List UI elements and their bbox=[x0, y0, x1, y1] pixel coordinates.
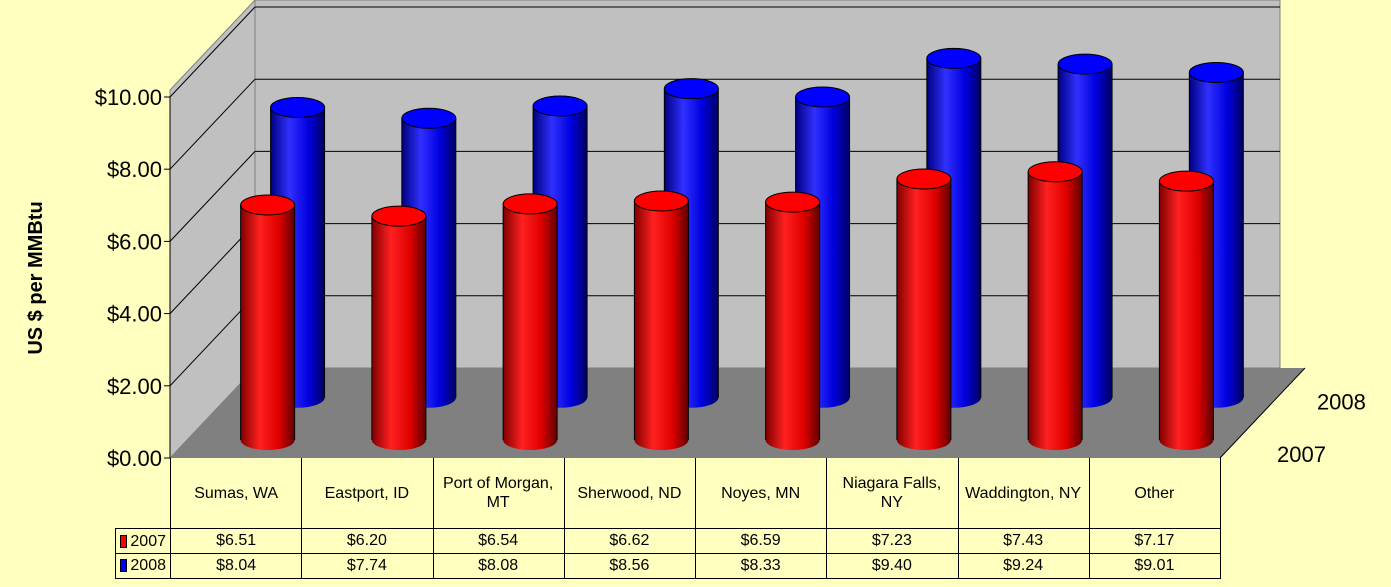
cylinder bbox=[240, 204, 295, 440]
category-cell: Waddington, NY bbox=[957, 458, 1090, 529]
y-tick-label: $4.00 bbox=[107, 302, 162, 327]
y-axis-title: US $ per MMBtu bbox=[25, 201, 47, 354]
value-cell: $9.40 bbox=[826, 553, 959, 579]
category-cell: Other bbox=[1088, 458, 1221, 529]
floor bbox=[170, 368, 1305, 458]
cylinder bbox=[634, 201, 689, 440]
value-cell: $6.54 bbox=[432, 528, 565, 554]
grid-line bbox=[169, 78, 256, 170]
cylinder-top bbox=[896, 168, 952, 190]
category-cell: Sumas, WA bbox=[170, 458, 303, 529]
y-tick-label: $10.00 bbox=[95, 85, 162, 110]
grid-line bbox=[169, 151, 256, 242]
cylinder bbox=[1159, 181, 1214, 440]
legend-label: 2007 bbox=[130, 532, 166, 550]
cylinder-top bbox=[270, 96, 326, 118]
value-cell: $9.24 bbox=[957, 553, 1090, 579]
category-cell: Noyes, MN bbox=[695, 458, 828, 529]
cylinder bbox=[765, 202, 820, 440]
value-cell: $7.43 bbox=[957, 528, 1090, 554]
depth-label: 2008 bbox=[1317, 390, 1366, 415]
cylinder bbox=[503, 203, 558, 440]
value-cell: $6.59 bbox=[695, 528, 828, 554]
category-cell: Eastport, ID bbox=[301, 458, 434, 529]
cylinder-top bbox=[926, 47, 982, 69]
value-cell: $8.56 bbox=[563, 553, 696, 579]
legend-swatch bbox=[120, 534, 128, 548]
cylinder-top bbox=[1158, 170, 1214, 192]
value-cell: $6.51 bbox=[170, 528, 303, 554]
y-tick-label: $0.00 bbox=[107, 446, 162, 471]
cylinder-top bbox=[240, 194, 296, 216]
value-cell: $8.33 bbox=[695, 553, 828, 579]
value-cell: $7.23 bbox=[826, 528, 959, 554]
cylinder-top bbox=[1057, 53, 1113, 75]
value-cell: $8.04 bbox=[170, 553, 303, 579]
cylinder-top bbox=[633, 190, 689, 212]
value-cell: $9.01 bbox=[1088, 553, 1221, 579]
cylinder bbox=[1028, 171, 1083, 441]
legend-swatch bbox=[120, 559, 128, 572]
cylinder-top bbox=[401, 107, 457, 129]
legend-label: 2008 bbox=[130, 557, 166, 574]
cylinder-top bbox=[1188, 61, 1244, 83]
cylinder-top bbox=[532, 95, 588, 117]
cylinder bbox=[896, 178, 951, 440]
value-cell: $7.74 bbox=[301, 553, 434, 579]
y-tick-label: $6.00 bbox=[107, 229, 162, 254]
value-cell: $6.20 bbox=[301, 528, 434, 554]
category-cell: Port of Morgan, MT bbox=[432, 458, 565, 529]
value-cell: $8.08 bbox=[432, 553, 565, 579]
cylinder-top bbox=[765, 191, 821, 213]
category-cell: Sherwood, ND bbox=[563, 458, 696, 529]
grid-line bbox=[169, 6, 256, 98]
cylinder-top bbox=[371, 205, 427, 227]
y-tick-label: $2.00 bbox=[107, 374, 162, 399]
y-tick-label: $8.00 bbox=[107, 157, 162, 182]
cylinder-top bbox=[795, 86, 851, 108]
legend-cell: 2008 bbox=[115, 553, 171, 579]
depth-label: 2007 bbox=[1277, 442, 1326, 467]
value-cell: $7.17 bbox=[1088, 528, 1221, 554]
category-cell: Niagara Falls, NY bbox=[826, 458, 959, 529]
depth-axis bbox=[1219, 367, 1306, 459]
value-cell: $6.62 bbox=[563, 528, 696, 554]
cylinder-top bbox=[663, 78, 719, 100]
legend-cell: 2007 bbox=[115, 528, 171, 554]
cylinder-top bbox=[502, 193, 558, 215]
cylinder-top bbox=[1027, 161, 1083, 183]
cylinder bbox=[371, 216, 426, 440]
